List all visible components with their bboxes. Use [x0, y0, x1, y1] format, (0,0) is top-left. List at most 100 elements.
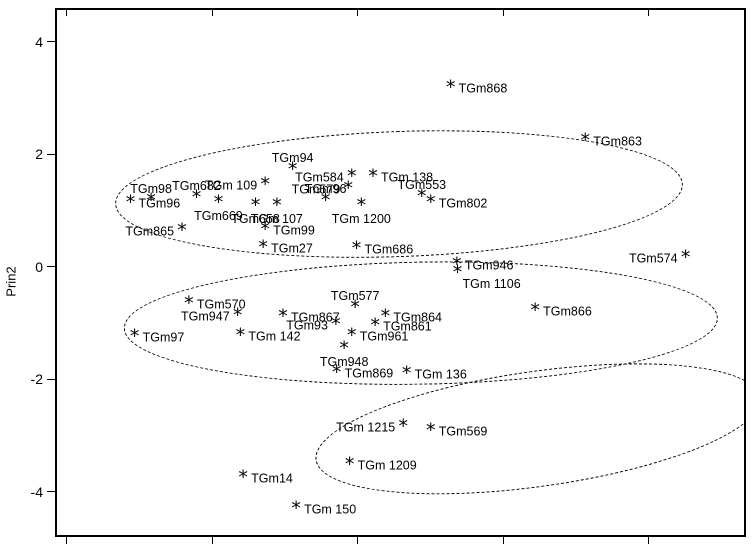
y-tick-mark	[47, 378, 55, 380]
point-label: TGm96	[304, 182, 347, 197]
asterisk-marker-icon: *	[232, 304, 243, 327]
asterisk-marker-icon: *	[339, 337, 349, 360]
asterisk-marker-icon: *	[125, 192, 136, 215]
asterisk-marker-icon: *	[370, 314, 380, 337]
y-tick-mark	[47, 266, 55, 268]
point-label: TGm97	[142, 330, 185, 345]
point-label: TGm868	[458, 81, 508, 96]
x-tick-mark-bottom	[647, 537, 649, 544]
point-label: TGm867	[291, 310, 340, 325]
point-label: TGm 1209	[357, 458, 417, 473]
x-tick-mark-bottom	[356, 537, 358, 544]
point-label: TGm 107	[250, 211, 303, 226]
x-tick-mark-bottom	[211, 537, 213, 544]
point-label: TGm869	[344, 366, 394, 381]
point-label: TGm669	[194, 209, 243, 224]
asterisk-marker-icon: *	[320, 189, 331, 212]
point-label: TGm570	[196, 297, 246, 312]
y-tick-label: 0	[35, 258, 43, 275]
asterisk-marker-icon: *	[417, 185, 427, 208]
asterisk-marker-icon: *	[260, 218, 270, 241]
point-label: TGm658	[231, 211, 280, 226]
point-label: TGm93	[286, 318, 328, 333]
point-label: TGm 136	[414, 367, 467, 382]
asterisk-marker-icon: *	[401, 363, 412, 386]
asterisk-marker-icon: *	[331, 361, 342, 384]
point-label: TGm 1200	[331, 211, 391, 226]
asterisk-marker-icon: *	[452, 253, 462, 276]
point-label: TGm574	[628, 251, 678, 266]
point-label: TGm584	[295, 170, 344, 185]
asterisk-marker-icon: *	[398, 415, 408, 438]
asterisk-marker-icon: *	[287, 158, 298, 181]
point-label: TGm 138	[381, 170, 434, 185]
point-label: TGm14	[251, 471, 293, 486]
plot-frame: * TGm868 * TGm863 * TGm94 * TGm 109 * TGm584 * TGm …	[55, 8, 746, 537]
asterisk-marker-icon: *	[350, 296, 360, 319]
point-label: TGm961	[359, 329, 409, 344]
point-label: TGm569	[438, 424, 488, 439]
asterisk-marker-icon: *	[177, 220, 187, 243]
point-label: TGm866	[543, 304, 592, 319]
point-label: TGm98	[130, 181, 172, 196]
point-label: TGm947	[181, 309, 230, 324]
point-label: TGm 142	[248, 329, 301, 344]
point-label: TGm 109	[205, 178, 258, 193]
point-label: TGm96	[138, 196, 181, 211]
asterisk-marker-icon: *	[425, 419, 436, 442]
asterisk-marker-icon: *	[380, 305, 391, 328]
asterisk-marker-icon: *	[213, 192, 224, 215]
asterisk-marker-icon: *	[346, 325, 357, 348]
point-label: TGm864	[393, 310, 443, 325]
asterisk-marker-icon: *	[346, 165, 357, 188]
point-label: TGm682	[172, 179, 221, 194]
asterisk-marker-icon: *	[184, 292, 194, 315]
point-label: TGm946	[464, 258, 514, 273]
y-tick-mark	[47, 153, 55, 155]
point-label: TGm99	[273, 223, 315, 238]
x-tick-mark-bottom	[66, 537, 68, 544]
asterisk-marker-icon: *	[452, 261, 463, 284]
asterisk-marker-icon: *	[191, 187, 202, 210]
asterisk-marker-icon: *	[272, 194, 282, 217]
point-label: TGm 150	[304, 502, 357, 517]
asterisk-marker-icon: *	[129, 326, 140, 349]
asterisk-marker-icon: *	[344, 453, 355, 476]
y-tick-mark	[47, 41, 55, 43]
x-tick-mark-top	[66, 10, 68, 16]
point-label: TGm579	[291, 182, 341, 197]
point-label: TGm 1106	[462, 276, 521, 291]
x-tick-mark-top	[211, 10, 213, 16]
asterisk-marker-icon: *	[368, 165, 378, 188]
point-label: TGm861	[383, 319, 432, 334]
point-label: TGm94	[271, 150, 314, 165]
asterisk-marker-icon: *	[680, 246, 691, 269]
asterisk-marker-icon: *	[356, 194, 367, 217]
asterisk-marker-icon: *	[146, 189, 156, 212]
asterisk-marker-icon: *	[351, 237, 362, 260]
asterisk-marker-icon: *	[278, 306, 288, 329]
x-tick-mark-top	[647, 10, 649, 16]
point-label: TGm553	[397, 178, 447, 193]
asterisk-marker-icon: *	[343, 178, 354, 201]
asterisk-marker-icon: *	[291, 498, 301, 521]
point-label: TGm27	[271, 241, 313, 256]
asterisk-marker-icon: *	[425, 192, 436, 215]
x-tick-mark-top	[356, 10, 358, 16]
asterisk-marker-icon: *	[331, 313, 341, 336]
asterisk-marker-icon: *	[260, 174, 270, 197]
asterisk-marker-icon: *	[445, 77, 456, 100]
point-label: TGm865	[125, 224, 175, 239]
point-label: TGm802	[438, 196, 488, 211]
plot-area: * TGm868 * TGm863 * TGm94 * TGm 109 * TGm584 * TGm …	[57, 10, 744, 535]
point-label: TGm863	[593, 134, 642, 149]
asterisk-marker-icon: *	[238, 466, 248, 489]
x-tick-mark-bottom	[502, 537, 504, 544]
asterisk-marker-icon: *	[250, 194, 261, 217]
asterisk-marker-icon: *	[530, 299, 540, 322]
point-label: TGm577	[330, 288, 380, 303]
point-label: TGm 1215	[336, 420, 396, 435]
point-label: TGm948	[319, 354, 369, 369]
x-tick-mark-top	[502, 10, 504, 16]
